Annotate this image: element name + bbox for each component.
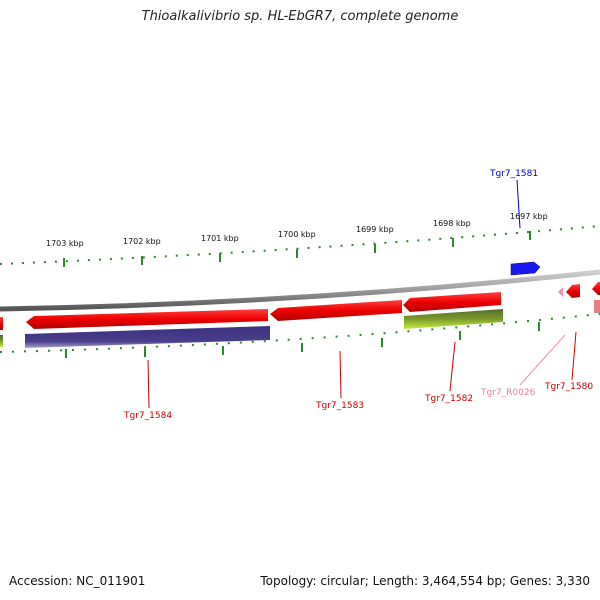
gene-label-tgr7-r0026[interactable]: Tgr7_R0026	[480, 388, 536, 398]
gene-arrow-tgr7-1580[interactable]	[566, 284, 580, 298]
tick-label: 1702 kbp	[123, 237, 161, 246]
gene-arrow-tgr7-r0026[interactable]	[558, 287, 563, 297]
gene-label-tgr7-1582[interactable]: Tgr7_1582	[424, 394, 473, 404]
leader-line-tgr7-r0026	[519, 334, 566, 386]
gene-arrow-tgr7-1582[interactable]	[403, 292, 501, 312]
major-ticks-outer	[63, 231, 531, 267]
gene-arrow-right-edge[interactable]	[592, 282, 600, 295]
tick-label: 1699 kbp	[356, 225, 394, 234]
gene-label-tgr7-1581[interactable]: Tgr7_1581	[489, 169, 538, 179]
tick-label: 1701 kbp	[201, 234, 239, 243]
genome-summary: Topology: circular; Length: 3,464,554 bp…	[260, 574, 590, 588]
leader-line-tgr7-1583	[339, 350, 342, 399]
map-title: Thioalkalivibrio sp. HL-EbGR7, complete …	[141, 9, 459, 24]
inner-tick-track	[0, 313, 600, 353]
cog-bar-left-edge	[0, 335, 3, 347]
genome-backbone	[0, 269, 600, 312]
cog-bar-tgr7-1584[interactable]	[25, 326, 270, 348]
leader-line-tgr7-1582	[449, 341, 456, 392]
leader-line-tgr7-1581	[516, 179, 521, 229]
gene-arrow-tgr7-1584[interactable]	[26, 309, 268, 329]
gene-label-tgr7-1580[interactable]: Tgr7_1580	[544, 382, 593, 392]
tick-label: 1698 kbp	[433, 219, 471, 228]
major-ticks-inner	[65, 322, 540, 358]
cog-bar-tgr7-1582[interactable]	[404, 309, 503, 329]
gene-arrow-tgr7-1583[interactable]	[270, 300, 402, 321]
gene-arrow-tgr7-1581[interactable]	[510, 261, 541, 276]
gene-arrow-left-edge[interactable]	[0, 317, 3, 330]
accession-text: Accession: NC_011901	[9, 574, 146, 588]
tick-label: 1703 kbp	[46, 239, 84, 248]
gene-label-tgr7-1584[interactable]: Tgr7_1584	[123, 411, 172, 421]
tick-label: 1700 kbp	[278, 230, 316, 239]
leader-line-tgr7-1580	[571, 331, 577, 381]
tick-label: 1697 kbp	[510, 212, 548, 221]
gene-label-tgr7-1583[interactable]: Tgr7_1583	[315, 401, 364, 411]
right-edge-pink-block	[594, 300, 600, 313]
leader-line-tgr7-1584	[147, 359, 150, 409]
